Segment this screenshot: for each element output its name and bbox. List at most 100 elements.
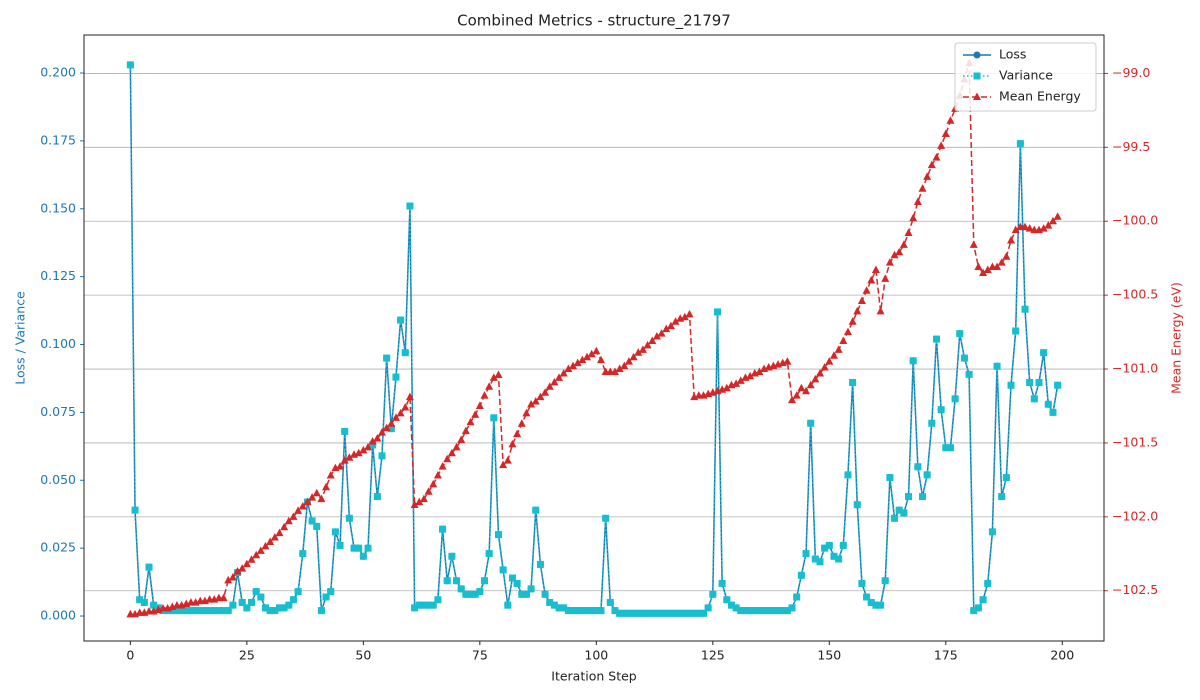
marker <box>857 296 866 305</box>
marker <box>457 435 466 443</box>
marker <box>1002 474 1010 482</box>
marker <box>937 406 945 414</box>
marker <box>979 596 987 604</box>
legend-label: Variance <box>999 68 1053 83</box>
marker <box>638 345 647 353</box>
marker <box>900 509 908 517</box>
marker <box>639 609 647 617</box>
marker <box>359 445 368 454</box>
x-tick-label: 200 <box>1050 648 1074 663</box>
marker <box>844 471 852 479</box>
marker <box>536 560 544 568</box>
marker <box>532 506 540 514</box>
marker <box>443 454 452 463</box>
marker <box>671 317 680 325</box>
marker <box>1044 400 1052 408</box>
marker <box>592 607 600 615</box>
marker <box>433 470 442 479</box>
marker <box>997 258 1006 266</box>
marker <box>471 410 480 418</box>
marker <box>331 528 339 536</box>
marker <box>979 268 988 276</box>
marker <box>326 470 335 479</box>
marker <box>531 397 540 405</box>
marker <box>886 474 894 482</box>
marker <box>625 609 633 617</box>
marker <box>788 395 797 404</box>
marker <box>429 601 437 609</box>
marker <box>583 607 591 615</box>
marker <box>1007 381 1015 389</box>
marker <box>373 434 382 442</box>
marker <box>541 590 549 598</box>
marker <box>467 590 475 598</box>
marker <box>270 533 279 541</box>
marker <box>779 607 787 615</box>
marker <box>881 274 890 282</box>
marker <box>849 379 857 387</box>
y2-tick-label: −101.5 <box>1112 434 1158 449</box>
marker <box>630 609 638 617</box>
marker <box>1002 252 1011 260</box>
marker <box>453 577 461 585</box>
marker <box>969 240 978 248</box>
marker <box>308 517 316 525</box>
marker <box>783 607 791 615</box>
marker <box>485 550 493 558</box>
marker <box>391 413 400 421</box>
marker <box>574 607 582 615</box>
marker <box>443 577 451 585</box>
x-tick-label: 150 <box>817 648 841 663</box>
marker <box>1040 349 1048 357</box>
marker <box>401 349 409 357</box>
marker <box>834 345 843 353</box>
marker <box>518 590 526 598</box>
marker <box>774 607 782 615</box>
marker <box>131 506 139 514</box>
marker <box>471 590 479 598</box>
marker <box>508 574 516 582</box>
marker <box>611 607 619 615</box>
marker <box>937 141 946 149</box>
marker <box>993 362 1001 370</box>
marker <box>1053 212 1062 220</box>
marker <box>285 601 293 609</box>
marker <box>475 401 484 409</box>
marker <box>736 376 745 384</box>
marker <box>1035 379 1043 387</box>
marker <box>559 368 568 377</box>
marker <box>406 202 414 210</box>
marker <box>1030 395 1038 403</box>
marker <box>974 604 982 612</box>
marker <box>322 482 331 491</box>
marker <box>616 609 624 617</box>
marker <box>550 377 559 386</box>
marker <box>769 607 777 615</box>
marker <box>368 436 377 445</box>
marker <box>578 355 587 364</box>
marker <box>541 388 550 396</box>
marker <box>686 609 694 617</box>
marker <box>508 439 517 448</box>
marker <box>723 596 731 604</box>
marker <box>499 460 508 469</box>
marker <box>983 265 992 274</box>
marker <box>555 373 564 381</box>
marker <box>648 336 657 344</box>
y2-tick-label: −102.5 <box>1112 582 1158 597</box>
marker <box>592 346 601 355</box>
marker <box>201 607 209 615</box>
marker <box>560 604 568 612</box>
marker <box>439 525 447 533</box>
marker <box>806 380 815 389</box>
marker <box>569 361 578 370</box>
marker <box>755 607 763 615</box>
marker <box>597 607 605 615</box>
marker <box>387 419 396 427</box>
marker <box>1012 327 1020 335</box>
marker <box>289 512 298 520</box>
marker <box>657 329 666 337</box>
marker <box>746 607 754 615</box>
marker <box>1021 305 1029 313</box>
x-tick-label: 100 <box>584 648 608 663</box>
